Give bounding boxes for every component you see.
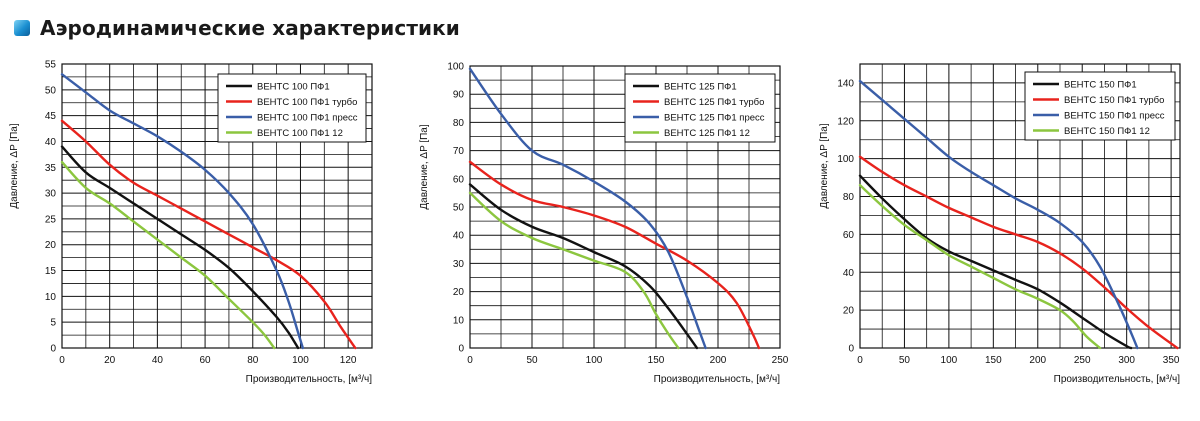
- y-tick-label: 20: [843, 306, 855, 317]
- y-tick-label: 0: [50, 344, 56, 355]
- series-line: [858, 155, 1179, 350]
- y-tick-label: 30: [45, 189, 57, 200]
- x-tick-label: 100: [292, 355, 309, 366]
- y-tick-label: 10: [453, 315, 465, 326]
- x-tick-label: 100: [586, 355, 603, 366]
- x-tick-label: 150: [985, 355, 1002, 366]
- y-tick-label: 60: [843, 230, 855, 241]
- y-tick-label: 40: [843, 268, 855, 279]
- y-tick-label: 30: [453, 259, 465, 270]
- x-tick-label: 300: [1118, 355, 1135, 366]
- y-axis-label: Давление, ΔP [Па]: [9, 123, 20, 209]
- series-line: [858, 174, 1133, 350]
- x-tick-label: 100: [941, 355, 958, 366]
- legend-entry: ВЕНТС 125 ПФ1 12: [664, 128, 750, 139]
- x-tick-label: 200: [710, 355, 727, 366]
- chart-vents-150-svg: 0 50 100 150 200 250 300 350 0 20 40 60 80 100 120 140 П…: [819, 63, 1181, 385]
- legend-entry: ВЕНТС 150 ПФ1 пресс: [1064, 111, 1165, 122]
- legend-entry: ВЕНТС 100 ПФ1 12: [257, 128, 343, 139]
- legend-entry: ВЕНТС 150 ПФ1: [1064, 80, 1137, 91]
- legend-entry: ВЕНТС 125 ПФ1 турбо: [664, 97, 764, 108]
- y-tick-label: 20: [45, 240, 57, 251]
- x-tick-label: 250: [772, 355, 789, 366]
- page-header: Аэродинамические характеристики: [14, 12, 460, 44]
- y-tick-label: 55: [45, 60, 57, 71]
- series-line: [60, 160, 276, 350]
- x-tick-label: 120: [340, 355, 357, 366]
- y-tick-label: 100: [447, 62, 464, 73]
- legend-entry: ВЕНТС 150 ПФ1 турбо: [1064, 95, 1164, 106]
- y-tick-label: 40: [45, 137, 57, 148]
- series-line: [60, 119, 357, 350]
- y-tick-label: 10: [45, 292, 57, 303]
- legend-entry: ВЕНТС 125 ПФ1: [664, 82, 737, 93]
- legend-entry: ВЕНТС 100 ПФ1 пресс: [257, 113, 358, 124]
- legend-entry: ВЕНТС 100 ПФ1: [257, 82, 330, 93]
- series-line: [468, 183, 699, 350]
- y-tick-label: 40: [453, 231, 465, 242]
- y-tick-label: 15: [45, 266, 57, 277]
- chart-vents-125-svg: 0 50 100 150 200 250 0 10 20 30 40 50 60 70 80 90 100 Про…: [419, 62, 789, 386]
- x-tick-label: 250: [1074, 355, 1091, 366]
- blue-square-icon: [14, 20, 30, 36]
- chart-vents-100-svg: 0 20 40 60 80 100 120 0 5 10 15 20 25 30 35 40 45 50 55 Про…: [9, 60, 373, 385]
- y-tick-label: 25: [45, 214, 57, 225]
- y-tick-label: 45: [45, 111, 57, 122]
- y-tick-label: 50: [453, 203, 465, 214]
- y-tick-label: 20: [453, 287, 465, 298]
- y-tick-label: 50: [45, 85, 57, 96]
- x-axis-label: Производительность, [м³/ч]: [246, 374, 373, 385]
- legend-entry: ВЕНТС 125 ПФ1 пресс: [664, 113, 765, 124]
- y-axis-label: Давление, ΔP [Па]: [419, 124, 430, 210]
- x-tick-label: 0: [857, 355, 863, 366]
- series-line: [60, 73, 305, 350]
- x-tick-label: 80: [247, 355, 259, 366]
- y-tick-label: 140: [837, 78, 854, 89]
- y-tick-label: 60: [453, 174, 465, 185]
- x-axis-label: Производительность, [м³/ч]: [654, 374, 781, 385]
- y-tick-label: 80: [453, 118, 465, 129]
- x-axis-label: Производительность, [м³/ч]: [1054, 374, 1181, 385]
- x-tick-label: 200: [1029, 355, 1046, 366]
- page-title: Аэродинамические характеристики: [40, 16, 460, 40]
- x-tick-label: 50: [526, 355, 538, 366]
- series-line: [468, 160, 761, 350]
- x-tick-label: 40: [152, 355, 164, 366]
- y-tick-label: 35: [45, 163, 57, 174]
- y-axis-label: Давление, ΔP [Па]: [819, 123, 830, 209]
- y-tick-label: 120: [837, 116, 854, 127]
- y-tick-label: 0: [458, 344, 464, 355]
- legend-entry: ВЕНТС 100 ПФ1 турбо: [257, 97, 357, 108]
- x-tick-label: 0: [467, 355, 473, 366]
- x-tick-label: 350: [1163, 355, 1180, 366]
- y-tick-label: 100: [837, 154, 854, 165]
- chart-vents-100: 0 20 40 60 80 100 120 0 5 10 15 20 25 30 35 40 45 50 55 Про…: [0, 50, 380, 416]
- x-tick-label: 50: [899, 355, 911, 366]
- y-tick-label: 0: [848, 344, 854, 355]
- y-tick-label: 70: [453, 146, 465, 157]
- chart-vents-150: 0 50 100 150 200 250 300 350 0 20 40 60 80 100 120 140 П…: [810, 50, 1200, 416]
- series-line: [468, 67, 707, 350]
- series-line: [468, 191, 680, 350]
- x-tick-label: 60: [200, 355, 212, 366]
- chart-vents-125: 0 50 100 150 200 250 0 10 20 30 40 50 60 70 80 90 100 Про…: [410, 50, 790, 416]
- legend-entry: ВЕНТС 150 ПФ1 12: [1064, 126, 1150, 137]
- x-tick-label: 150: [648, 355, 665, 366]
- x-tick-label: 0: [59, 355, 65, 366]
- series-line: [858, 79, 1139, 350]
- y-tick-label: 80: [843, 192, 855, 203]
- y-tick-label: 90: [453, 90, 465, 101]
- series-line: [858, 183, 1102, 350]
- series-line: [60, 145, 300, 350]
- x-tick-label: 20: [104, 355, 116, 366]
- y-tick-label: 5: [50, 318, 56, 329]
